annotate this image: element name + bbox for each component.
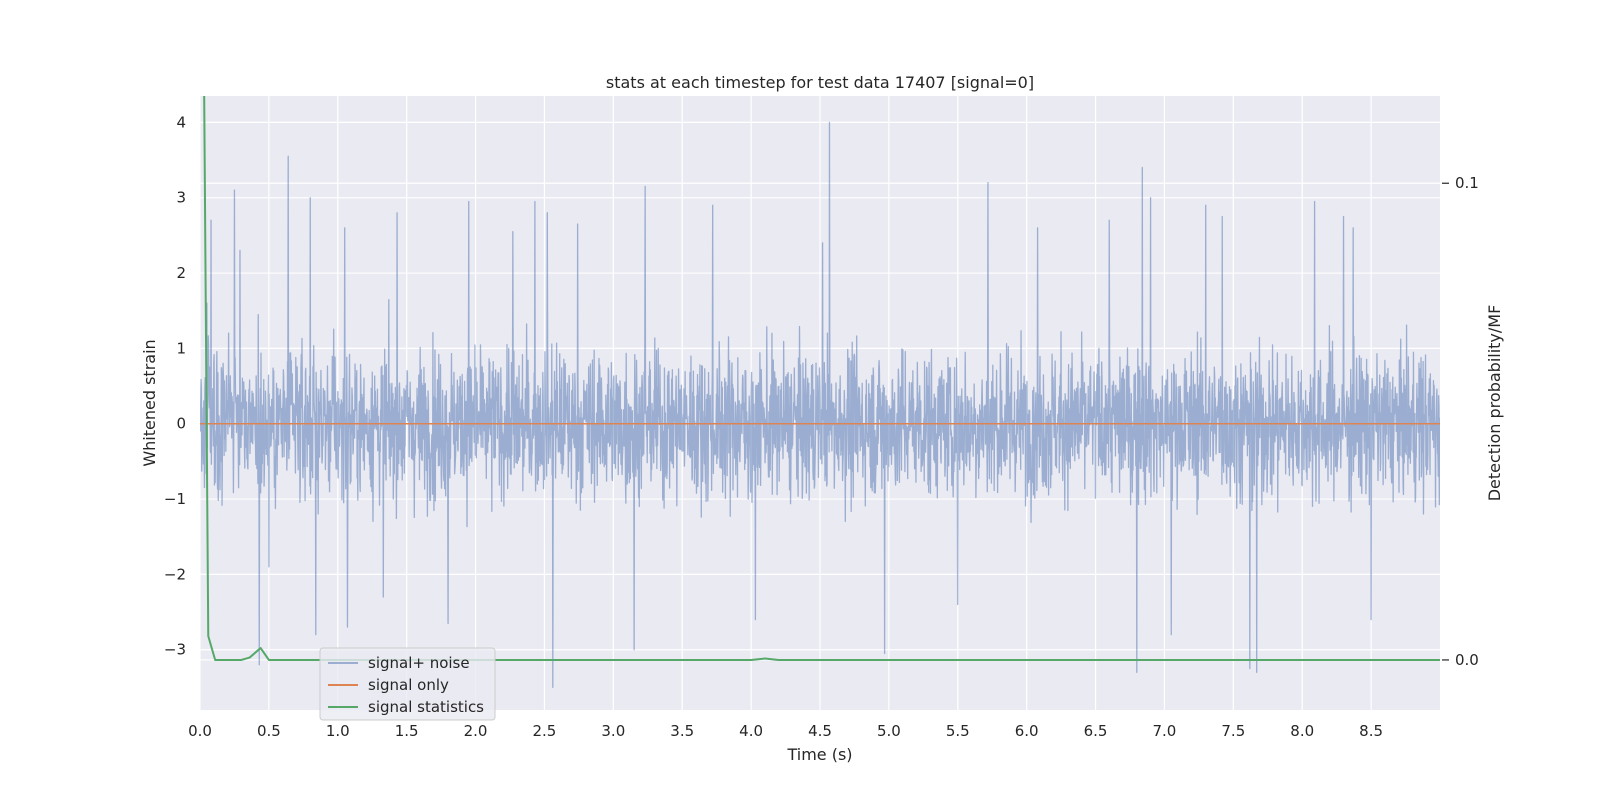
x-axis-label: Time (s) (786, 745, 852, 764)
y2-tick-label: 0.1 (1455, 174, 1479, 192)
y-axis-label: Whitened strain (140, 339, 159, 466)
x-tick-label: 7.5 (1221, 722, 1245, 740)
y2-tick-label: 0.0 (1455, 651, 1479, 669)
x-tick-label: 1.0 (326, 722, 350, 740)
y-tick-label: 3 (176, 189, 186, 207)
x-tick-label: 8.0 (1290, 722, 1314, 740)
x-axis-ticks: 0.0 0.5 1.0 1.5 2.0 2.5 3.0 3.5 4.0 4.5 5.0 5.5 6.0 6… (188, 722, 1383, 740)
chart-title: stats at each timestep for test data 174… (606, 73, 1034, 92)
y-tick-label: −2 (164, 565, 186, 583)
y-tick-label: −3 (164, 641, 186, 659)
x-tick-label: 4.0 (739, 722, 763, 740)
series-signal-noise-line (200, 121, 1440, 689)
x-tick-label: 4.5 (808, 722, 832, 740)
x-tick-label: 3.0 (601, 722, 625, 740)
x-tick-label: 1.5 (395, 722, 419, 740)
x-tick-label: 0.5 (257, 722, 281, 740)
legend-label-signal-noise: signal+ noise (368, 654, 470, 672)
y-axis-ticks: 4 3 2 1 0 −1 −2 −3 (164, 113, 186, 658)
x-tick-label: 6.0 (1015, 722, 1039, 740)
legend-label-signal-statistics: signal statistics (368, 698, 484, 716)
x-tick-label: 2.0 (464, 722, 488, 740)
x-tick-label: 7.0 (1153, 722, 1177, 740)
y-tick-label: 1 (176, 339, 186, 357)
x-tick-label: 2.5 (533, 722, 557, 740)
legend: signal+ noise signal only signal statist… (319, 647, 496, 721)
y-tick-label: 4 (176, 113, 186, 131)
y2-axis-ticks: 0.1 0.0 (1442, 174, 1479, 669)
legend-box (319, 647, 496, 721)
y2-axis-label: Detection probability/MF (1485, 305, 1504, 502)
x-tick-label: 0.0 (188, 722, 212, 740)
x-tick-label: 5.0 (877, 722, 901, 740)
x-tick-label: 6.5 (1084, 722, 1108, 740)
x-tick-label: 3.5 (670, 722, 694, 740)
y-tick-label: −1 (164, 490, 186, 508)
x-tick-label: 8.5 (1359, 722, 1383, 740)
y-tick-label: 0 (176, 415, 186, 433)
x-tick-label: 5.5 (946, 722, 970, 740)
y-tick-label: 2 (176, 264, 186, 282)
legend-label-signal-only: signal only (368, 676, 449, 694)
